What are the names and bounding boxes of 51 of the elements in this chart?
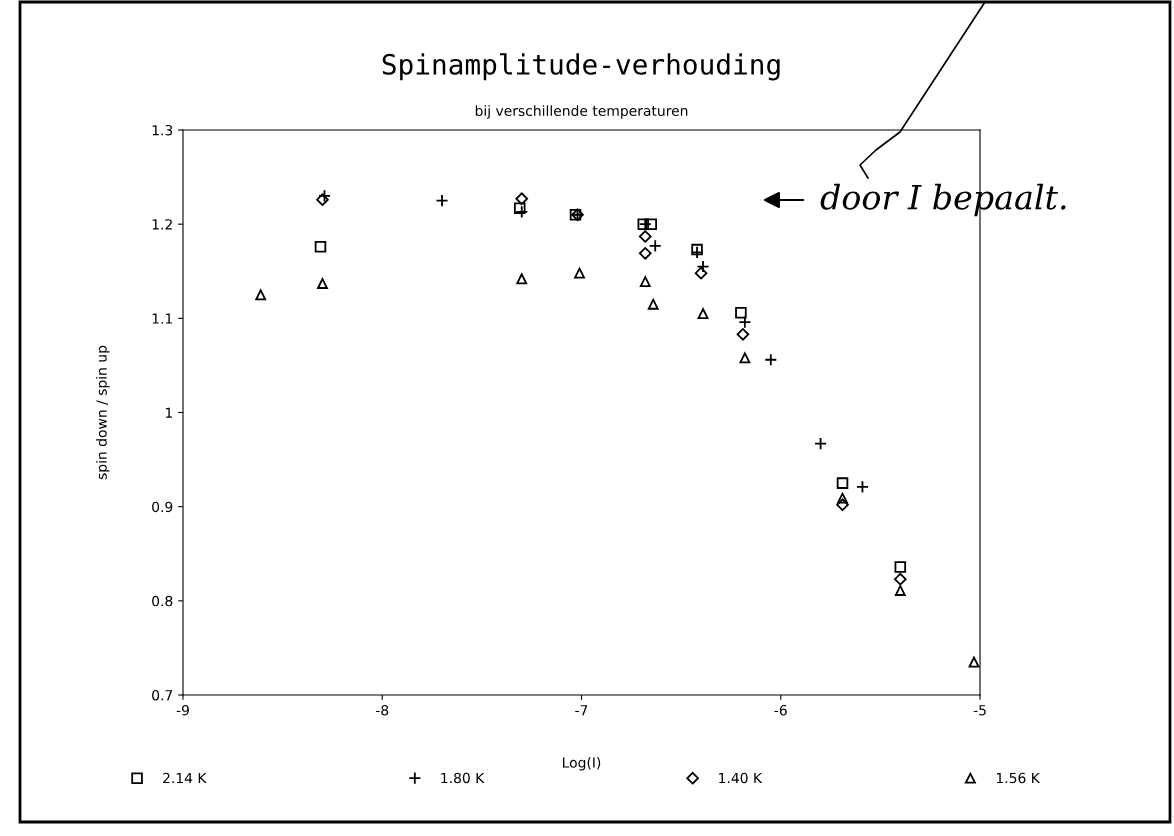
- legend-label: 1.40 K: [719, 772, 763, 784]
- y-tick-label: 1.3: [152, 124, 173, 136]
- point: [837, 492, 848, 504]
- point: [894, 561, 907, 573]
- point: [893, 572, 907, 586]
- point: [645, 218, 658, 230]
- point: [638, 247, 652, 260]
- point: [515, 192, 529, 206]
- point: [317, 278, 328, 289]
- point: [314, 241, 327, 253]
- point: [516, 273, 528, 285]
- point: [696, 260, 710, 274]
- point: [735, 306, 747, 319]
- x-tick-label: -8: [376, 704, 389, 716]
- y-axis-title: spin down / spin up: [96, 345, 110, 480]
- point: [255, 289, 267, 301]
- point: [855, 480, 869, 494]
- point: [894, 585, 906, 596]
- point: [513, 202, 526, 214]
- y-tick-label: 1.2: [152, 219, 172, 230]
- y-tick-label: 1: [165, 407, 172, 418]
- point: [574, 267, 585, 279]
- y-tick-label: 0.7: [152, 689, 173, 701]
- point: [435, 194, 449, 208]
- point: [968, 656, 980, 668]
- point: [647, 298, 659, 310]
- legend-label: 1.56 K: [996, 772, 1041, 784]
- point: [316, 193, 329, 206]
- x-tick-label: -5: [973, 705, 986, 716]
- y-tick-label: 0.9: [152, 501, 173, 513]
- y-tick-label: 1.1: [152, 313, 172, 324]
- legend-label: 1.80 K: [441, 772, 485, 784]
- point: [836, 498, 849, 512]
- point: [648, 239, 662, 253]
- x-tick-label: -9: [176, 704, 189, 716]
- point: [764, 353, 778, 367]
- point: [694, 266, 708, 280]
- point: [639, 276, 651, 288]
- point: [836, 477, 849, 489]
- x-axis-title: Log(I): [562, 757, 601, 771]
- point: [814, 437, 828, 451]
- chart-title: Spinamplitude-verhouding: [382, 53, 780, 81]
- legend-label: 2.14 K: [163, 772, 207, 784]
- y-tick-label: 0.8: [152, 595, 173, 607]
- point: [736, 328, 750, 341]
- x-tick-label: -6: [774, 704, 787, 716]
- point: [739, 352, 751, 364]
- point: [638, 230, 652, 243]
- point: [697, 308, 709, 320]
- x-tick-label: -7: [575, 705, 588, 716]
- chart-subtitle: bij verschillende temperaturen: [475, 105, 688, 119]
